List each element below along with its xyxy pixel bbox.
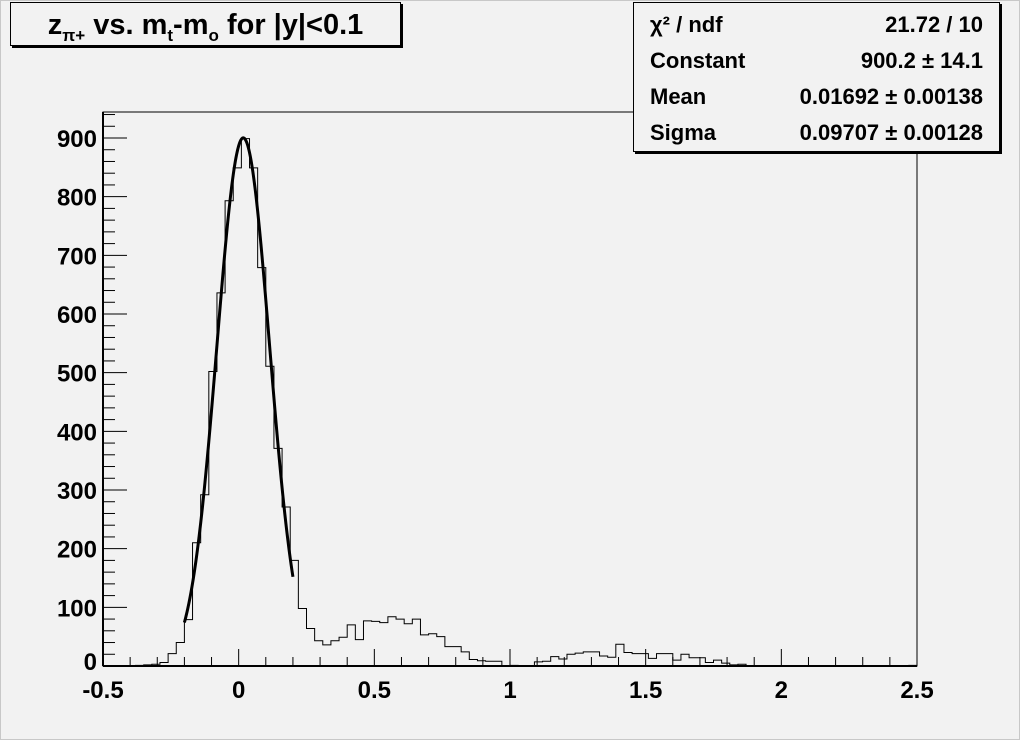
histogram-bin xyxy=(445,647,453,666)
histogram-bin xyxy=(551,657,559,666)
y-tick-label: 700 xyxy=(57,243,97,270)
histogram-bin xyxy=(689,658,697,666)
stats-value: 900.2 ± 14.1 xyxy=(860,48,983,73)
histogram-bin xyxy=(567,654,575,666)
histogram-bin xyxy=(184,620,192,666)
gaussian-fit-curve xyxy=(182,136,295,623)
histogram-bin xyxy=(420,635,428,666)
histogram-bin xyxy=(616,644,624,666)
histogram-bin xyxy=(298,609,306,666)
histogram-bin xyxy=(388,617,396,666)
title-part: t xyxy=(167,26,174,45)
title-part: vs. m xyxy=(85,9,168,41)
fit-stats-box: χ² / ndf 21.72 / 10 Constant 900.2 ± 14.… xyxy=(633,2,1000,152)
stats-value: 21.72 / 10 xyxy=(885,12,983,37)
histogram-bin xyxy=(307,628,315,666)
histogram-bin xyxy=(363,621,371,666)
histogram-bin xyxy=(632,654,640,666)
histogram-bin xyxy=(648,658,656,666)
histogram-bin xyxy=(608,657,616,666)
stats-label: Constant xyxy=(650,48,746,73)
stats-row-mean: Mean 0.01692 ± 0.00138 xyxy=(650,79,983,115)
x-tick-label: 0 xyxy=(232,677,245,704)
histogram-bin xyxy=(575,653,583,666)
title-part: π+ xyxy=(62,26,86,45)
histogram-bin xyxy=(583,652,591,666)
stats-row-constant: Constant 900.2 ± 14.1 xyxy=(650,43,983,79)
title-part: for |y|<0.1 xyxy=(218,9,364,41)
x-tick-label: 0.5 xyxy=(358,677,391,704)
stats-row-sigma: Sigma 0.09707 ± 0.00128 xyxy=(650,115,983,151)
histogram-bin xyxy=(412,619,420,666)
histogram-bin xyxy=(323,645,331,666)
histogram-bin xyxy=(217,293,225,666)
chart-title: zπ+ vs. mt-mo for |y|<0.1 xyxy=(10,2,401,46)
histogram-bin xyxy=(250,168,258,666)
y-tick-label: 900 xyxy=(57,126,97,153)
y-tick-label: 500 xyxy=(57,361,97,388)
title-part: -m xyxy=(173,9,209,41)
histogram-bin xyxy=(355,640,363,666)
histogram-bin xyxy=(225,201,233,666)
stats-value: 0.09707 ± 0.00128 xyxy=(799,120,983,145)
title-part: o xyxy=(208,26,219,45)
histogram-bin xyxy=(437,637,445,666)
x-tick-label: 1 xyxy=(503,677,516,704)
histogram-bin xyxy=(168,654,176,666)
histogram-bin xyxy=(396,619,404,666)
histogram-bin xyxy=(624,653,632,666)
x-tick-label: 1.5 xyxy=(629,677,662,704)
stats-label: Sigma xyxy=(650,120,717,145)
histogram-bin xyxy=(241,139,249,666)
histogram-bin xyxy=(665,654,673,666)
histogram-bin xyxy=(233,168,241,666)
y-tick-label: 800 xyxy=(57,185,97,212)
histogram-bin xyxy=(640,654,648,666)
histogram-bin xyxy=(559,659,567,666)
y-tick-label: 0 xyxy=(84,649,97,676)
stats-row-chi2: χ² / ndf 21.72 / 10 xyxy=(650,7,983,43)
histogram-bin xyxy=(657,654,665,666)
histogram-bin xyxy=(266,366,274,666)
histogram-bin xyxy=(339,637,347,666)
histogram-bin xyxy=(315,641,323,666)
y-tick-label: 200 xyxy=(57,537,97,564)
histogram-bin xyxy=(461,652,469,666)
histogram-bin xyxy=(258,268,266,666)
histogram-bin xyxy=(331,641,339,666)
x-tick-label: 2 xyxy=(775,677,788,704)
histogram-bin xyxy=(404,624,412,666)
title-part: z xyxy=(47,9,63,41)
stats-label: χ² / ndf xyxy=(650,12,723,37)
histogram-bin xyxy=(176,643,184,666)
histogram-bin xyxy=(600,656,608,666)
histogram-bin xyxy=(347,625,355,666)
y-tick-label: 400 xyxy=(57,419,97,446)
histogram-bin xyxy=(429,634,437,666)
histogram-bin xyxy=(453,647,461,666)
histogram-bin xyxy=(591,652,599,666)
histogram-bin xyxy=(697,658,705,666)
x-tick-label: -0.5 xyxy=(82,677,123,704)
histogram-bin xyxy=(380,623,388,666)
y-tick-label: 300 xyxy=(57,478,97,505)
stats-value: 0.01692 ± 0.00138 xyxy=(799,84,983,109)
x-tick-label: 2.5 xyxy=(900,677,933,704)
histogram-bin xyxy=(681,654,689,666)
y-tick-label: 100 xyxy=(57,595,97,622)
stats-label: Mean xyxy=(650,84,707,109)
y-tick-label: 600 xyxy=(57,302,97,329)
histogram-bin xyxy=(372,621,380,666)
